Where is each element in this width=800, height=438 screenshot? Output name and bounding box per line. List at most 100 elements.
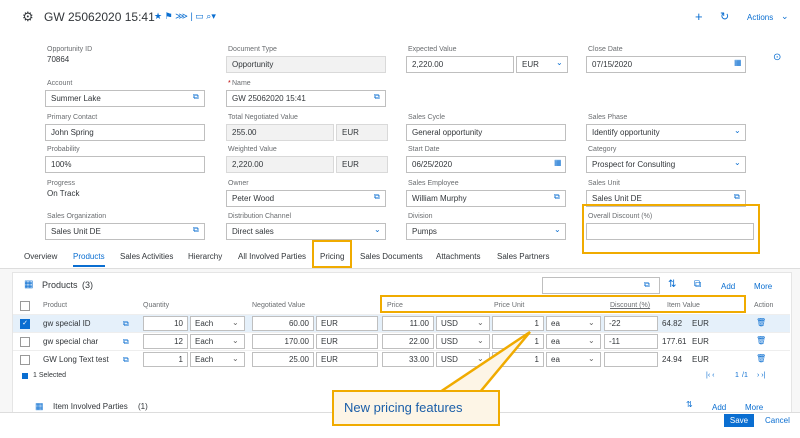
highlight-pricing-tab [312,240,352,268]
input-field[interactable]: Pumps [406,223,566,240]
tab[interactable]: Pricing [320,252,345,261]
input-field[interactable]: 06/25/2020 [406,156,566,173]
header-checkbox [20,301,30,311]
field-icon: ⧉ [193,225,199,234]
unit-field[interactable]: EUR [516,56,568,73]
item-value: 64.82 [662,319,683,328]
actions-button[interactable]: Actions [747,13,774,22]
delete-icon[interactable]: 🗑 [756,336,767,345]
input-field[interactable]: 2,220.00 [406,56,514,73]
cell-unit[interactable]: ea [546,352,601,367]
field-label: Overall Discount (%) [588,213,653,220]
cell-discount[interactable]: -11 [604,334,658,349]
involved-more[interactable]: More [745,403,764,412]
tab[interactable]: Products [73,252,105,261]
cell-discount[interactable] [604,352,658,367]
input-field[interactable]: Peter Wood [226,190,386,207]
cell-quantity[interactable]: 1 [143,352,188,367]
cell-discount[interactable]: -22 [604,316,658,331]
tab[interactable]: Attachments [436,252,481,261]
unit-field[interactable]: EUR [336,156,388,173]
cell-neg-currency[interactable]: EUR [316,352,378,367]
input-field[interactable]: Identify opportunity [586,124,746,141]
collapse-header[interactable]: ⊙ [773,52,782,63]
cell-price-currency[interactable]: USD [436,352,490,367]
involved-add[interactable]: Add [712,403,727,412]
product-name[interactable]: GW Long Text test [43,355,109,364]
input-field[interactable]: 255.00 [226,124,334,141]
table-count: (3) [82,280,93,290]
cell-price-currency[interactable]: USD [436,316,490,331]
tab[interactable]: Sales Activities [120,252,174,261]
field-label: Total Negotiated Value [228,114,298,121]
field-icon: ⧉ [374,192,380,201]
cell-qty-unit[interactable]: Each [190,316,245,331]
field-label: Distribution Channel [228,213,292,220]
cell-neg-currency[interactable]: EUR [316,334,378,349]
cell-price[interactable]: 22.00 [382,334,434,349]
column-header: Discount (%) [610,302,651,309]
cell-qty-unit[interactable]: Each [190,352,245,367]
input-field[interactable]: Sales Unit DE [586,190,746,207]
save-button[interactable]: Save [724,414,754,427]
tab[interactable]: Overview [24,252,58,261]
product-link: ⧉ [123,319,129,328]
tab[interactable]: Sales Documents [360,252,423,261]
cell-unit[interactable]: ea [546,316,601,331]
cell-neg-currency[interactable]: EUR [316,316,378,331]
selected-indicator [22,373,28,379]
dropdown-icon: ⌄ [588,318,595,327]
delete-icon[interactable]: 🗑 [756,318,767,327]
cell-price[interactable]: 11.00 [382,316,434,331]
cell-negotiated[interactable]: 60.00 [252,316,314,331]
input-field[interactable]: 2,220.00 [226,156,334,173]
input-field[interactable]: 100% [45,156,205,173]
cancel-button[interactable]: Cancel [765,416,790,425]
refresh-button[interactable]: ↻ [720,11,730,23]
object-icon: ⚙ [22,9,34,24]
input-field[interactable]: GW 25062020 15:41 [226,90,386,107]
row-checkbox[interactable]: ✓ [20,319,30,329]
field-label: Opportunity ID [47,46,93,53]
product-name[interactable]: gw special char [43,337,99,346]
input-field[interactable]: General opportunity [406,124,566,141]
input-field[interactable]: John Spring [45,124,205,141]
dropdown-icon: ⌄ [477,318,484,327]
row-checkbox[interactable] [20,355,30,365]
cell-qty-unit[interactable]: Each [190,334,245,349]
input-field[interactable]: Summer Lake [45,90,205,107]
more-button[interactable]: More [754,282,773,291]
tab[interactable]: Hierarchy [188,252,223,261]
unit-field[interactable]: EUR [336,124,388,141]
product-link: ⧉ [123,355,129,364]
input-field[interactable] [586,223,754,240]
cell-price-currency[interactable]: USD [436,334,490,349]
add-button[interactable]: + [695,9,703,24]
cell-unit[interactable]: ea [546,334,601,349]
tab[interactable]: Sales Partners [497,252,550,261]
collapse-button[interactable]: ⌄ [781,11,789,21]
dropdown-icon: ⌄ [232,336,239,345]
add-button[interactable]: Add [721,282,736,291]
input-field[interactable]: Sales Unit DE [45,223,205,240]
row-checkbox[interactable] [20,337,30,347]
cell-quantity[interactable]: 12 [143,334,188,349]
delete-icon[interactable]: 🗑 [756,354,767,363]
product-name[interactable]: gw special ID [43,319,91,328]
cell-price[interactable]: 33.00 [382,352,434,367]
cell-price-unit[interactable]: 1 [492,316,544,331]
input-field[interactable]: Opportunity [226,56,386,73]
field-icon: ⧉ [734,192,740,201]
tab[interactable]: All Involved Parties [238,252,307,261]
cell-negotiated[interactable]: 170.00 [252,334,314,349]
cell-quantity[interactable]: 10 [143,316,188,331]
input-field[interactable]: Direct sales [226,223,386,240]
search-icon: ⧉ [644,280,650,289]
involved-icon: ▦ [35,401,44,411]
input-field[interactable]: Prospect for Consulting [586,156,746,173]
input-field[interactable]: 07/15/2020 [586,56,746,73]
dropdown-icon: ⌄ [477,336,484,345]
input-field[interactable]: William Murphy [406,190,566,207]
field-label: Sales Employee [408,180,459,187]
cell-negotiated[interactable]: 25.00 [252,352,314,367]
